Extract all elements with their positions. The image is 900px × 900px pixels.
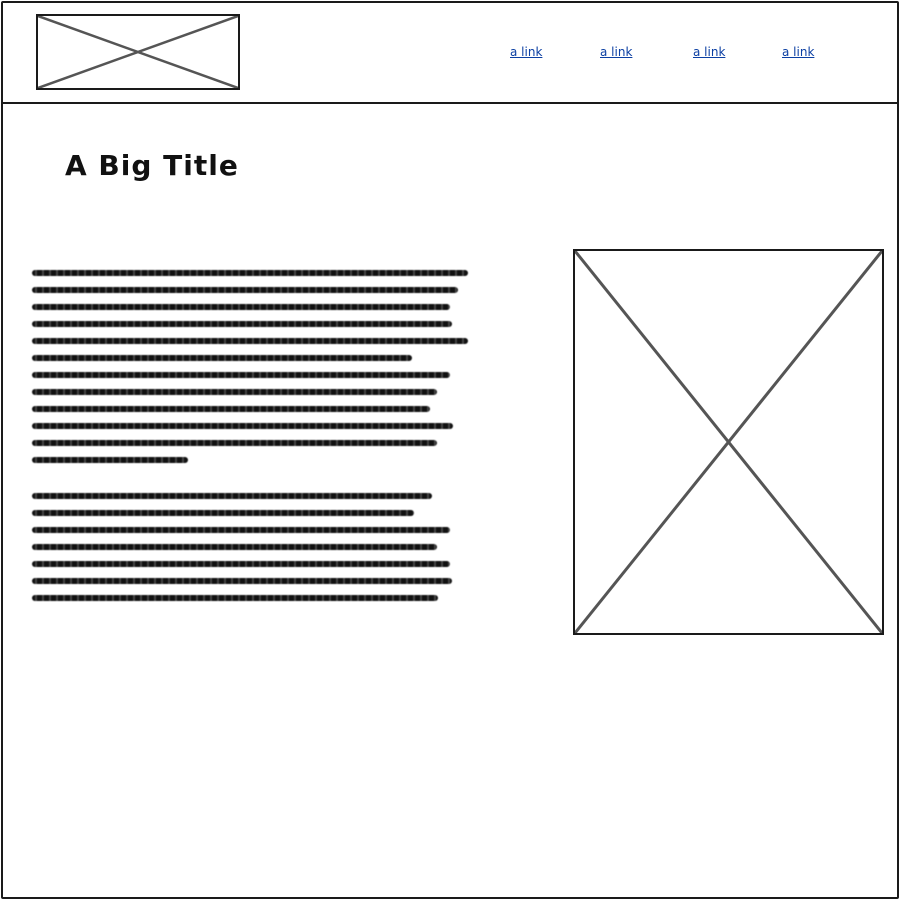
nav-link-2[interactable]: a link bbox=[600, 45, 633, 59]
text-line bbox=[32, 440, 437, 446]
text-line bbox=[32, 406, 430, 412]
text-line bbox=[32, 578, 452, 584]
text-line bbox=[32, 321, 452, 327]
main-image-placeholder bbox=[573, 249, 884, 635]
nav-link-1[interactable]: a link bbox=[510, 45, 543, 59]
text-line bbox=[32, 304, 450, 310]
text-line bbox=[32, 355, 412, 361]
text-line bbox=[32, 338, 468, 344]
text-line bbox=[32, 423, 453, 429]
text-line bbox=[32, 561, 450, 567]
text-line bbox=[32, 544, 437, 550]
text-line bbox=[32, 595, 438, 601]
page-title: A Big Title bbox=[65, 149, 239, 182]
nav-link-4[interactable]: a link bbox=[782, 45, 815, 59]
text-line bbox=[32, 457, 188, 463]
text-line bbox=[32, 389, 437, 395]
text-line bbox=[32, 372, 450, 378]
nav-link-3[interactable]: a link bbox=[693, 45, 726, 59]
logo-placeholder bbox=[36, 14, 240, 90]
placeholder-image-icon bbox=[38, 16, 238, 88]
placeholder-image-icon bbox=[575, 251, 882, 633]
text-line bbox=[32, 527, 450, 533]
text-line bbox=[32, 287, 458, 293]
text-line bbox=[32, 510, 414, 516]
header: a link a link a link a link bbox=[3, 3, 897, 104]
text-line bbox=[32, 493, 432, 499]
text-line bbox=[32, 270, 468, 276]
